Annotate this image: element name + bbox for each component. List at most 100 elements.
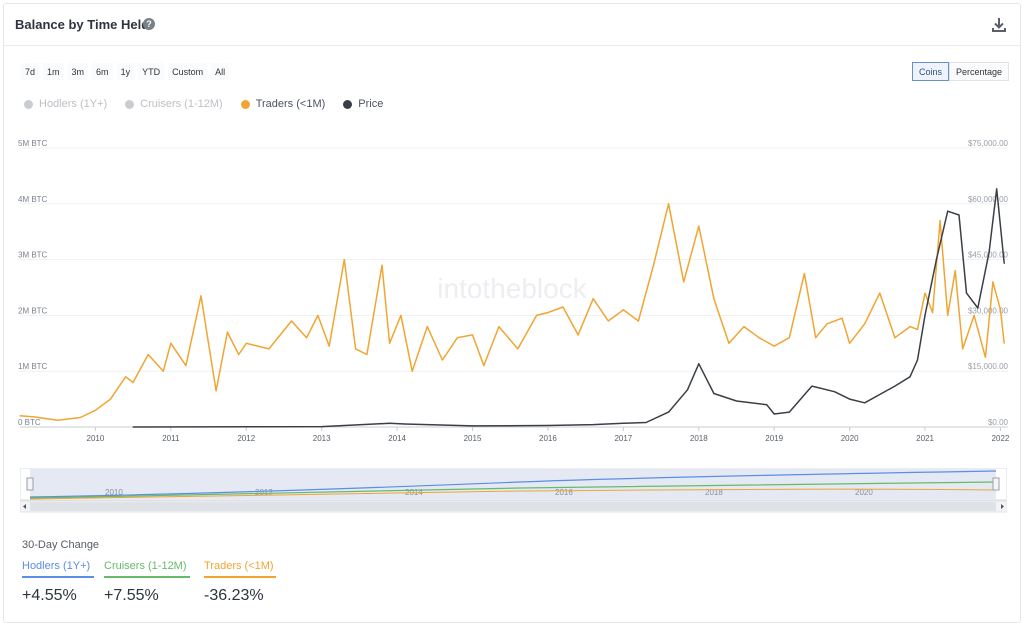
legend-item-traders[interactable]: Traders (<1M) <box>240 98 325 110</box>
data-point <box>517 348 519 350</box>
data-point <box>743 325 745 328</box>
data-point <box>607 320 609 322</box>
data-point <box>592 298 594 300</box>
scroll-right-arrow-icon <box>1001 504 1004 509</box>
data-point <box>305 337 308 339</box>
range-6m-button[interactable]: 6m <box>92 63 113 80</box>
download-icon[interactable] <box>991 17 1007 33</box>
data-point <box>577 334 579 336</box>
help-icon[interactable]: ? <box>143 18 155 30</box>
range-1y-button[interactable]: 1y <box>116 63 135 80</box>
stat-label: Traders (<1M) <box>204 560 276 578</box>
legend-dot <box>240 99 250 109</box>
data-point <box>849 342 851 344</box>
data-point <box>999 309 1002 311</box>
data-point <box>79 416 81 419</box>
navigator-tick-label: 2018 <box>705 488 723 497</box>
scroll-left-arrow-icon <box>23 504 26 509</box>
data-point <box>226 331 229 333</box>
change-stats: Hodlers (1Y+) +4.55% Cruisers (1-12M) +7… <box>22 560 276 605</box>
range-7d-button[interactable]: 7d <box>21 63 40 80</box>
data-point <box>290 320 293 322</box>
data-point <box>483 365 485 367</box>
range-navigator[interactable]: 2010 2012 2014 2016 2018 2020 <box>20 468 1007 514</box>
navigator-tick-label: 2012 <box>255 488 273 497</box>
range-ytd-button[interactable]: YTD <box>138 63 165 80</box>
coins-toggle-button[interactable]: Coins <box>912 62 950 81</box>
data-point <box>758 337 760 339</box>
x-tick-label: 2018 <box>690 434 708 443</box>
data-point <box>132 426 134 428</box>
data-point <box>713 298 715 300</box>
data-point <box>200 295 202 297</box>
range-all-button[interactable]: All <box>211 63 230 80</box>
data-point <box>954 270 956 272</box>
navigator-left-handle <box>26 477 34 491</box>
data-point <box>562 306 564 308</box>
page-title: Balance by Time Held <box>15 17 150 32</box>
stat-value: -36.23% <box>204 587 264 604</box>
data-point <box>622 309 624 311</box>
y-right-tick-label: $15,000.00 <box>968 362 1009 371</box>
data-point <box>622 422 624 424</box>
data-point <box>57 419 59 421</box>
data-point <box>381 264 383 266</box>
data-point <box>996 188 998 190</box>
data-point <box>637 320 640 322</box>
chart-legend: Hodlers (1Y+) Cruisers (1-12M) Traders (… <box>24 98 383 110</box>
data-point <box>924 292 926 294</box>
data-point <box>811 385 813 387</box>
legend-item-price[interactable]: Price <box>343 98 383 110</box>
legend-label: Price <box>358 98 384 110</box>
data-point <box>826 323 828 325</box>
data-point <box>132 381 134 383</box>
data-point <box>935 259 937 261</box>
data-point <box>547 424 549 427</box>
data-point <box>185 365 187 367</box>
data-point <box>441 359 443 361</box>
unit-toggle: Coins Percentage <box>912 62 1010 81</box>
data-point <box>645 421 647 424</box>
x-tick-label: 2019 <box>765 434 783 443</box>
data-point <box>683 281 685 283</box>
legend-label: Hodlers (1Y+) <box>39 98 108 110</box>
data-point <box>456 337 459 339</box>
data-point <box>170 342 172 344</box>
navigator-tick-label: 2020 <box>855 488 873 497</box>
range-1m-button[interactable]: 1m <box>43 63 64 80</box>
data-point <box>94 409 97 411</box>
stat-value: +7.55% <box>104 587 159 604</box>
data-point <box>268 348 270 350</box>
legend-dot <box>24 99 33 109</box>
data-point <box>238 353 240 356</box>
navigator-line-cruisers <box>29 481 997 499</box>
data-point <box>728 342 730 344</box>
data-point <box>698 363 700 365</box>
data-point <box>404 423 406 425</box>
data-point <box>698 225 700 227</box>
data-point <box>984 356 986 358</box>
main-chart[interactable]: 0 BTC 1M BTC 2M BTC 3M BTC 4M BTC 5M BTC $0.00… <box>0 130 1024 446</box>
data-point <box>788 411 790 413</box>
x-tick-label: 2016 <box>539 434 557 443</box>
data-point <box>939 219 941 222</box>
legend-item-cruisers[interactable]: Cruisers (1-12M) <box>125 98 223 110</box>
navigator-tick-label: 2010 <box>105 488 123 497</box>
change-title: 30-Day Change <box>22 539 100 551</box>
stat-cruisers: Cruisers (1-12M) +7.55% <box>104 560 190 605</box>
percentage-toggle-button[interactable]: Percentage <box>949 62 1010 81</box>
data-point <box>773 413 775 415</box>
series-line-traders-m- <box>19 203 1005 422</box>
range-3m-button[interactable]: 3m <box>67 63 89 80</box>
data-point <box>894 337 896 339</box>
x-tick-label: 2021 <box>916 434 934 443</box>
x-tick-label: 2022 <box>992 434 1010 443</box>
legend-item-hodlers[interactable]: Hodlers (1Y+) <box>24 98 107 110</box>
stat-label: Cruisers (1-12M) <box>104 560 190 578</box>
navigator-line-hodlers <box>29 470 997 498</box>
data-point <box>366 353 368 356</box>
stat-value: +4.55% <box>22 587 77 604</box>
data-point <box>788 337 790 339</box>
navigator-line-traders <box>29 488 997 500</box>
range-custom-button[interactable]: Custom <box>168 63 208 80</box>
